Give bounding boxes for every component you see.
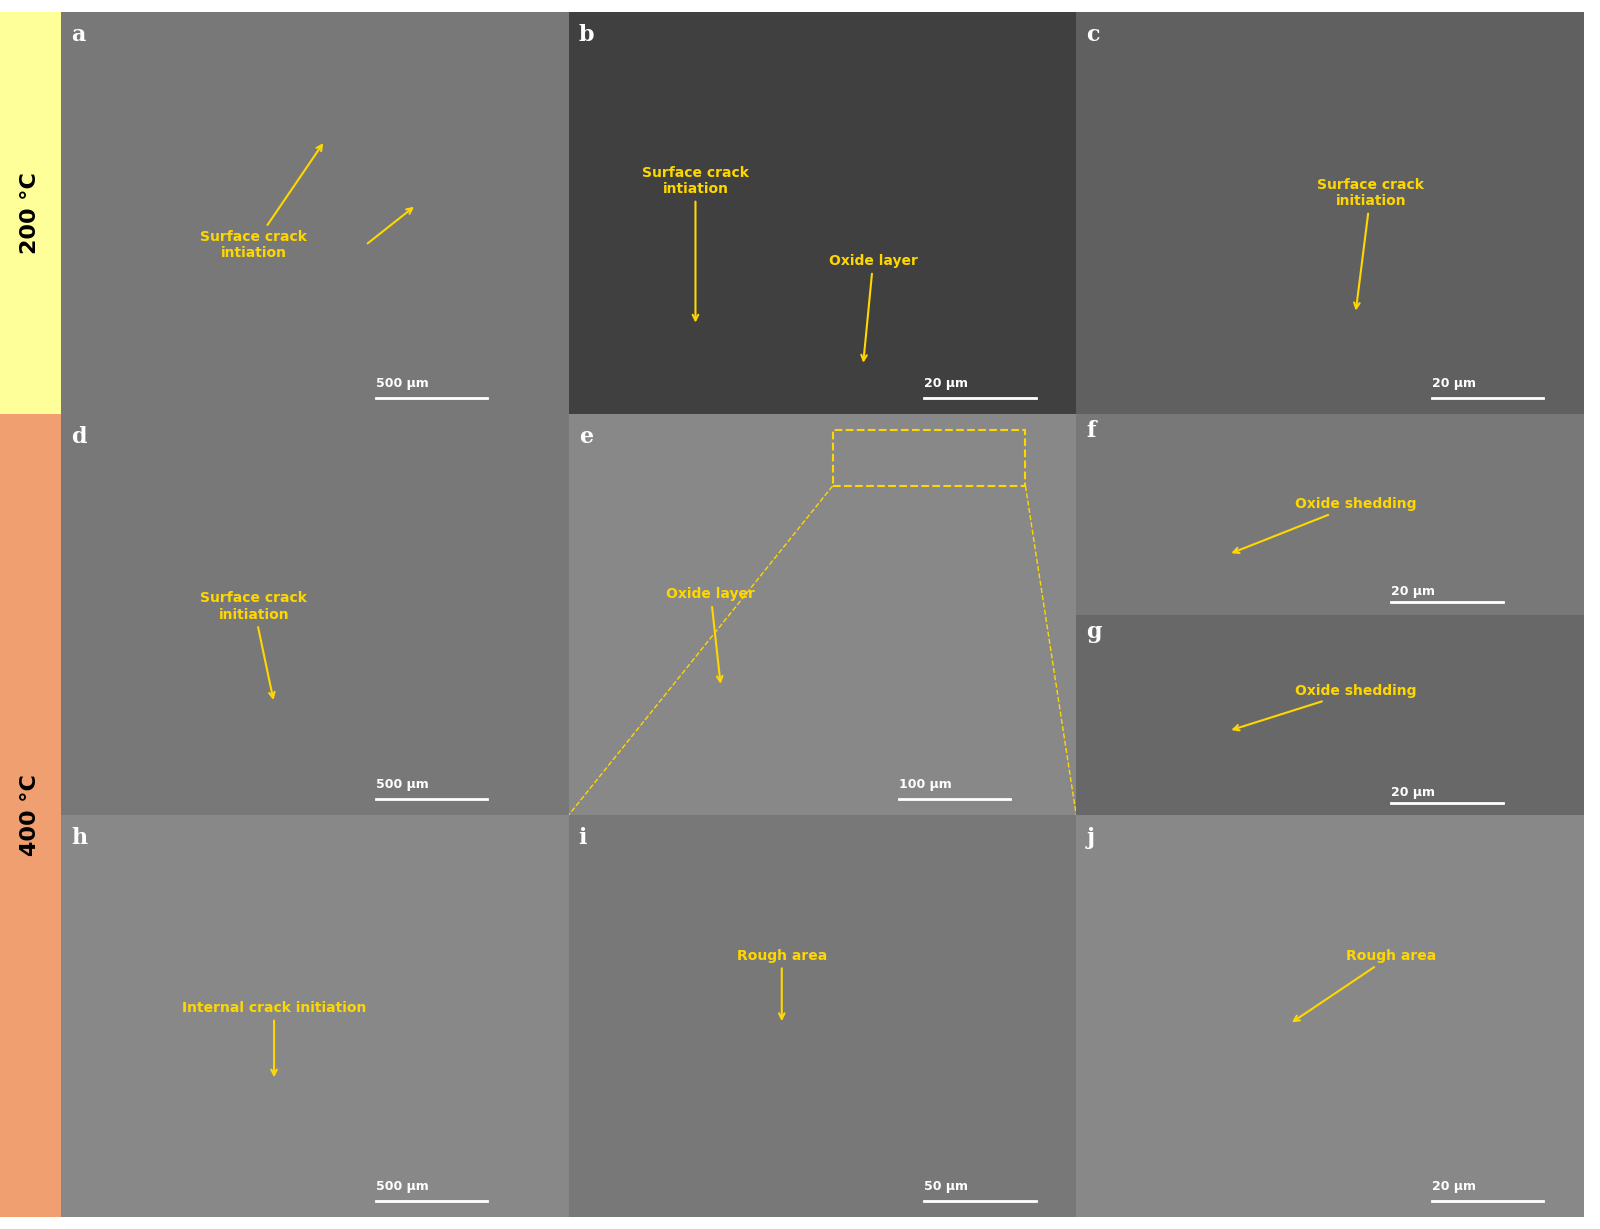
Text: Oxide shedding: Oxide shedding [1234, 683, 1416, 730]
Text: 500 μm: 500 μm [376, 778, 429, 791]
Text: 200 °C: 200 °C [21, 172, 40, 254]
Text: h: h [70, 827, 86, 849]
Text: Internal crack initiation: Internal crack initiation [182, 1000, 366, 1075]
Text: a: a [70, 25, 85, 47]
Text: g: g [1086, 621, 1102, 643]
Text: 500 μm: 500 μm [376, 1180, 429, 1192]
Text: 20 μm: 20 μm [1390, 787, 1435, 799]
Text: f: f [1086, 420, 1096, 441]
Text: d: d [70, 425, 86, 447]
Text: Oxide shedding: Oxide shedding [1234, 497, 1416, 553]
Text: Surface crack
initiation: Surface crack initiation [1317, 178, 1424, 308]
Text: Surface crack
initiation: Surface crack initiation [200, 591, 307, 698]
Text: 400 °C: 400 °C [21, 774, 40, 857]
Text: Surface crack
intiation: Surface crack intiation [200, 145, 322, 261]
Text: 20 μm: 20 μm [1432, 1180, 1475, 1192]
Text: 20 μm: 20 μm [923, 376, 968, 390]
Text: Surface crack
intiation: Surface crack intiation [642, 166, 749, 321]
Text: Oxide layer: Oxide layer [666, 587, 755, 682]
Text: e: e [579, 425, 594, 447]
Text: c: c [1086, 25, 1099, 47]
Text: 100 μm: 100 μm [899, 778, 952, 791]
Text: j: j [1086, 827, 1094, 849]
Text: 50 μm: 50 μm [923, 1180, 968, 1192]
Text: i: i [579, 827, 587, 849]
Text: 20 μm: 20 μm [1432, 376, 1475, 390]
Text: Oxide layer: Oxide layer [829, 254, 918, 360]
Text: Rough area: Rough area [736, 949, 827, 1019]
Text: 500 μm: 500 μm [376, 376, 429, 390]
Text: b: b [579, 25, 594, 47]
Text: Rough area: Rough area [1294, 949, 1437, 1021]
Text: 20 μm: 20 μm [1390, 585, 1435, 599]
